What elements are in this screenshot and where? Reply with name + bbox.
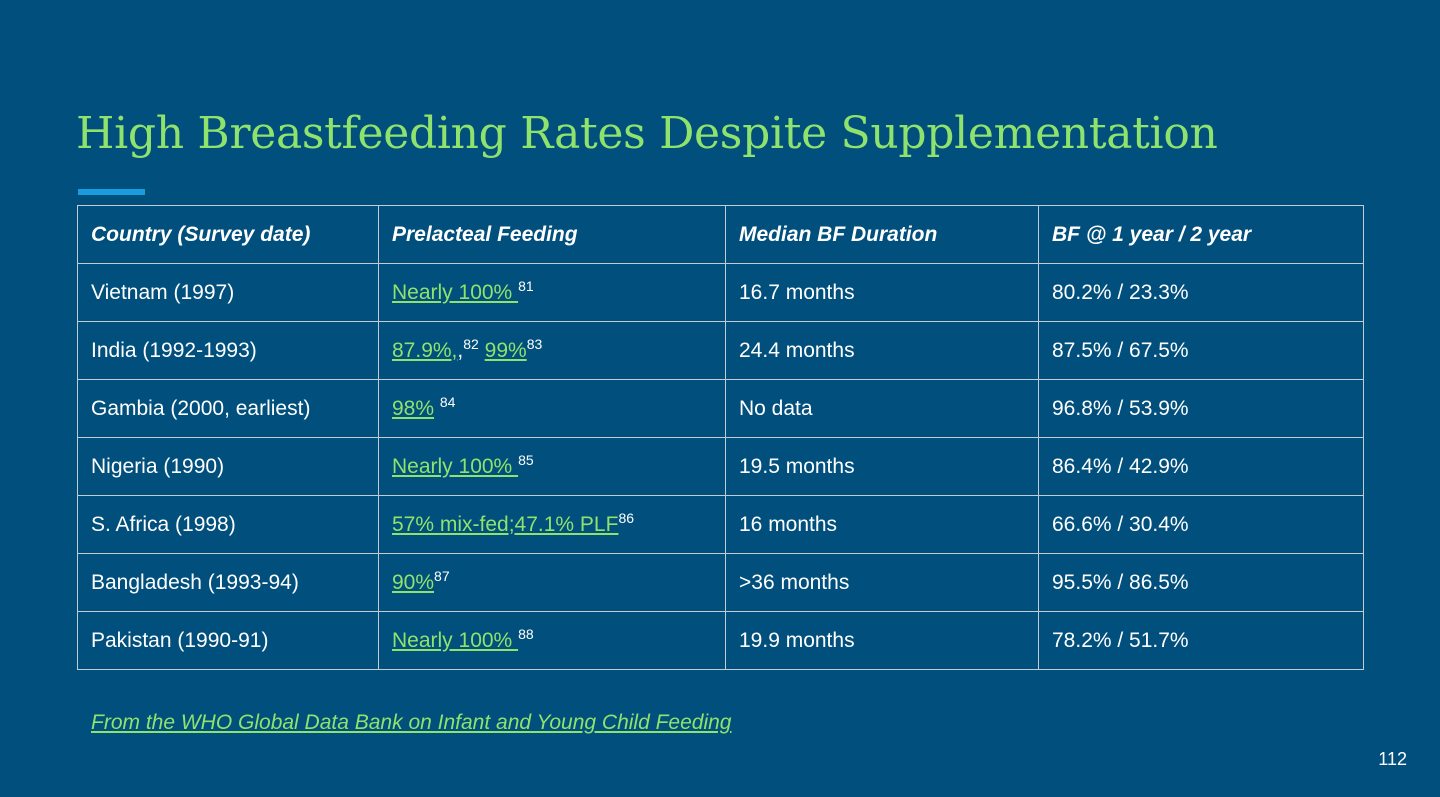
cell-duration: 16 months	[725, 495, 1039, 554]
cell-bf-rates: 86.4% / 42.9%	[1038, 437, 1364, 496]
cell-bf-rates: 66.6% / 30.4%	[1038, 495, 1364, 554]
header-prelacteal-feeding: Prelacteal Feeding	[378, 205, 726, 264]
table-row: Bangladesh (1993-94) 90%87 >36 months 95…	[77, 553, 1364, 612]
header-country: Country (Survey date)	[77, 205, 379, 264]
slide-title: High Breastfeeding Rates Despite Supplem…	[76, 108, 1218, 159]
cell-country: Pakistan (1990-91)	[77, 611, 379, 670]
cell-prelacteal-feeding: Nearly 100% 81	[378, 263, 726, 322]
reference-link[interactable]: Nearly 100%	[392, 454, 519, 478]
cell-duration: 16.7 months	[725, 263, 1039, 322]
reference-link[interactable]: 87.9%,	[392, 338, 458, 362]
cell-prelacteal-feeding: Nearly 100% 88	[378, 611, 726, 670]
footnote-number: 85	[518, 451, 534, 468]
cell-prelacteal-feeding: 90%87	[378, 553, 726, 612]
reference-link[interactable]: 98%	[392, 396, 435, 420]
separator: ,	[457, 338, 464, 362]
header-median-bf-duration: Median BF Duration	[725, 205, 1039, 264]
page-number: 112	[1378, 749, 1407, 769]
breastfeeding-table: Country (Survey date) Prelacteal Feeding…	[77, 205, 1364, 670]
table-row: Nigeria (1990) Nearly 100% 85 19.5 month…	[77, 437, 1364, 496]
reference-link[interactable]: Nearly 100%	[392, 628, 519, 652]
cell-bf-rates: 96.8% / 53.9%	[1038, 379, 1364, 438]
cell-duration: 24.4 months	[725, 321, 1039, 380]
cell-bf-rates: 80.2% / 23.3%	[1038, 263, 1364, 322]
table-row: Pakistan (1990-91) Nearly 100% 88 19.9 m…	[77, 611, 1364, 670]
footnote-number: 88	[518, 625, 534, 642]
footnote-number: 84	[439, 393, 456, 410]
table-row: S. Africa (1998) 57% mix-fed;47.1% PLF86…	[77, 495, 1364, 554]
cell-country: Nigeria (1990)	[77, 437, 379, 496]
cell-duration: >36 months	[725, 553, 1039, 612]
table-row: Vietnam (1997) Nearly 100% 81 16.7 month…	[77, 263, 1364, 322]
cell-prelacteal-feeding: 87.9%,,82 99%83	[378, 321, 726, 380]
cell-country: Vietnam (1997)	[77, 263, 379, 322]
cell-country: Bangladesh (1993-94)	[77, 553, 379, 612]
cell-duration: 19.5 months	[725, 437, 1039, 496]
cell-duration: No data	[725, 379, 1039, 438]
reference-link[interactable]: 57% mix-fed;47.1% PLF	[392, 512, 619, 536]
footnote-number-2: 83	[526, 335, 543, 352]
cell-bf-rates: 78.2% / 51.7%	[1038, 611, 1364, 670]
cell-prelacteal-feeding: 57% mix-fed;47.1% PLF86	[378, 495, 726, 554]
cell-prelacteal-feeding: 98% 84	[378, 379, 726, 438]
cell-country: S. Africa (1998)	[77, 495, 379, 554]
cell-country: India (1992-1993)	[77, 321, 379, 380]
footnote-number: 86	[618, 509, 635, 526]
table-row: Gambia (2000, earliest) 98% 84 No data 9…	[77, 379, 1364, 438]
cell-bf-rates: 87.5% / 67.5%	[1038, 321, 1364, 380]
reference-link[interactable]: 90%	[392, 570, 435, 594]
cell-country: Gambia (2000, earliest)	[77, 379, 379, 438]
cell-bf-rates: 95.5% / 86.5%	[1038, 553, 1364, 612]
header-bf-1-2-year: BF @ 1 year / 2 year	[1038, 205, 1364, 264]
cell-prelacteal-feeding: Nearly 100% 85	[378, 437, 726, 496]
title-accent-bar	[78, 189, 145, 195]
source-link[interactable]: From the WHO Global Data Bank on Infant …	[91, 711, 732, 734]
table-header-row: Country (Survey date) Prelacteal Feeding…	[77, 205, 1364, 264]
footnote-number: 81	[518, 277, 534, 294]
footnote-number: 87	[434, 567, 450, 584]
footnote-number: 82	[463, 335, 479, 352]
reference-link-2[interactable]: 99%	[484, 338, 527, 362]
reference-link[interactable]: Nearly 100%	[392, 280, 519, 304]
table-row: India (1992-1993) 87.9%,,82 99%83 24.4 m…	[77, 321, 1364, 380]
cell-duration: 19.9 months	[725, 611, 1039, 670]
